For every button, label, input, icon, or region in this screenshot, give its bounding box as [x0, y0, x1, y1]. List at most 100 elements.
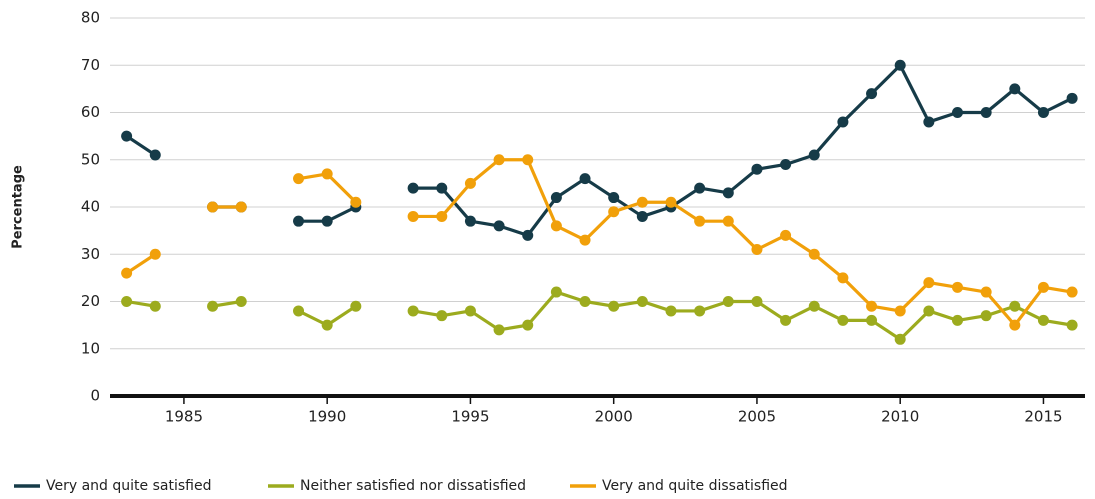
- data-point: [207, 300, 219, 312]
- x-tick-label: 2010: [881, 408, 919, 426]
- data-point: [550, 192, 562, 204]
- data-point: [1037, 107, 1049, 118]
- data-point: [121, 296, 133, 307]
- data-point: [751, 163, 763, 175]
- data-point: [522, 154, 534, 166]
- data-point: [952, 314, 964, 326]
- data-point: [923, 305, 935, 317]
- data-point: [321, 319, 333, 331]
- data-point: [952, 107, 964, 118]
- series-line: [126, 290, 1073, 341]
- data-point: [780, 314, 792, 326]
- x-tick-label: 1985: [165, 408, 203, 426]
- data-point: [751, 296, 763, 307]
- data-point: [436, 210, 448, 222]
- data-point: [694, 215, 706, 227]
- data-point: [350, 300, 362, 312]
- data-point: [293, 215, 305, 227]
- data-point: [550, 286, 562, 298]
- data-point: [923, 277, 935, 289]
- data-point: [149, 300, 161, 312]
- data-point: [1037, 281, 1049, 293]
- data-point: [350, 196, 362, 208]
- data-point: [464, 215, 476, 227]
- data-point: [808, 300, 820, 312]
- data-point: [1009, 319, 1021, 331]
- legend-label: Neither satisfied nor dissatisfied: [300, 478, 526, 494]
- data-point: [522, 319, 534, 331]
- data-point: [522, 229, 534, 241]
- y-tick-label: 80: [81, 9, 100, 27]
- data-point: [980, 310, 992, 322]
- y-tick-label: 40: [81, 198, 100, 216]
- data-point: [866, 300, 878, 312]
- data-point: [751, 244, 763, 256]
- data-point: [808, 149, 820, 161]
- data-point: [837, 116, 849, 128]
- data-point: [1066, 92, 1078, 104]
- data-point: [579, 173, 591, 185]
- data-point: [1066, 286, 1078, 298]
- x-tick-label: 1990: [308, 408, 346, 426]
- data-point: [665, 196, 677, 208]
- data-point: [579, 234, 591, 246]
- y-tick-label: 70: [81, 56, 100, 74]
- data-point: [464, 177, 476, 189]
- data-point: [980, 107, 992, 118]
- legend-label: Very and quite satisfied: [46, 478, 211, 494]
- data-point: [1037, 314, 1049, 326]
- data-point: [407, 210, 419, 222]
- y-axis-label: Percentage: [11, 165, 26, 249]
- data-point: [894, 59, 906, 71]
- data-point: [722, 187, 734, 199]
- data-point: [579, 296, 591, 307]
- data-point: [293, 305, 305, 317]
- y-tick-label: 50: [81, 150, 100, 168]
- data-point: [121, 130, 133, 142]
- data-point: [235, 296, 247, 307]
- data-point: [149, 248, 161, 260]
- data-point: [493, 220, 505, 232]
- x-tick-label: 2015: [1024, 408, 1062, 426]
- data-point: [608, 192, 620, 204]
- data-point: [780, 229, 792, 241]
- data-point: [980, 286, 992, 298]
- data-point: [636, 210, 648, 222]
- data-point: [866, 88, 878, 100]
- data-point: [464, 305, 476, 317]
- data-point: [436, 182, 448, 194]
- data-point: [894, 333, 906, 345]
- data-point: [1009, 300, 1021, 312]
- data-point: [608, 206, 620, 218]
- data-point: [407, 182, 419, 194]
- data-point: [722, 296, 734, 307]
- data-point: [780, 158, 792, 170]
- data-point: [149, 149, 161, 161]
- legend-label: Very and quite dissatisfied: [602, 478, 788, 494]
- y-tick-label: 60: [81, 103, 100, 121]
- data-point: [808, 248, 820, 260]
- data-point: [1009, 83, 1021, 95]
- series-line: [125, 63, 1073, 237]
- data-point: [837, 314, 849, 326]
- data-point: [550, 220, 562, 232]
- data-point: [694, 305, 706, 317]
- data-point: [665, 305, 677, 317]
- data-point: [293, 173, 305, 185]
- data-point: [722, 215, 734, 227]
- data-point: [121, 267, 133, 279]
- data-point: [321, 168, 333, 180]
- data-point: [694, 182, 706, 194]
- data-point: [321, 215, 333, 227]
- y-tick-label: 0: [90, 387, 100, 405]
- data-point: [235, 201, 247, 213]
- data-point: [608, 300, 620, 312]
- data-point: [407, 305, 419, 317]
- data-point: [636, 296, 648, 307]
- x-tick-label: 2000: [595, 408, 633, 426]
- x-tick-label: 2005: [738, 408, 776, 426]
- y-tick-label: 30: [81, 245, 100, 263]
- series-line: [125, 158, 1073, 327]
- y-tick-label: 10: [81, 339, 100, 357]
